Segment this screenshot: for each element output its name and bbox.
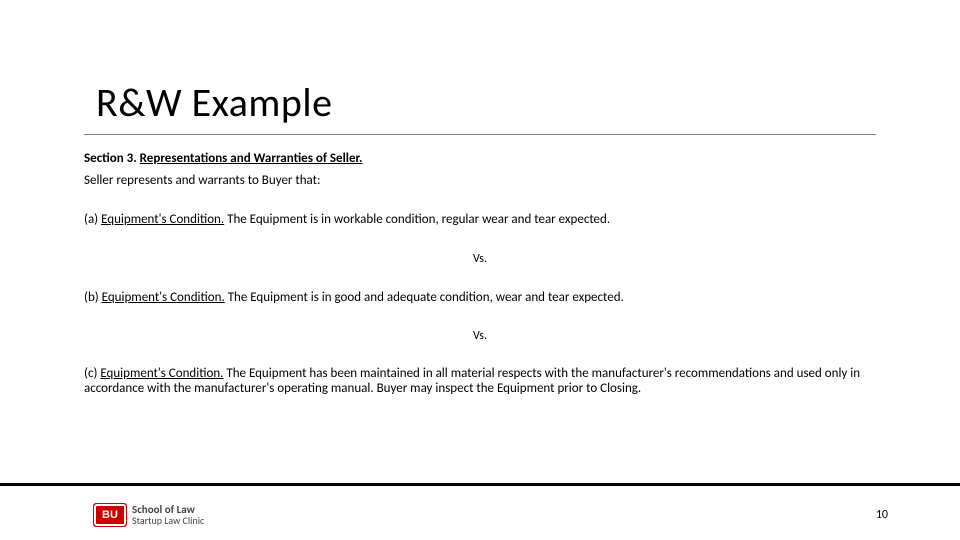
section-header: Section 3. Representations and Warrantie… (84, 150, 876, 168)
clause-a-text: The Equipment is in workable condition, … (224, 212, 610, 227)
section-label: Section 3. (84, 151, 137, 166)
clause-c-heading: Equipment's Condition. (100, 366, 223, 381)
footer-logo: BU School of Law Startup Law Clinic (96, 504, 204, 526)
page-number: 10 (876, 508, 888, 522)
clause-b: (b) Equipment's Condition. The Equipment… (84, 289, 876, 307)
body-content: Section 3. Representations and Warrantie… (84, 150, 876, 396)
clause-c-label: (c) (84, 366, 97, 381)
clause-a: (a) Equipment's Condition. The Equipment… (84, 211, 876, 229)
clause-a-label: (a) (84, 212, 98, 227)
logo-text: School of Law Startup Law Clinic (132, 504, 204, 526)
footer-rule (0, 483, 960, 486)
slide: R&W Example Section 3. Representations a… (0, 0, 960, 540)
vs-separator-1: Vs. (84, 251, 876, 267)
vs-separator-2: Vs. (84, 328, 876, 344)
title-underline (84, 134, 876, 135)
section-heading: Representations and Warranties of Seller… (140, 151, 363, 166)
clause-b-label: (b) (84, 290, 99, 305)
clause-b-text: The Equipment is in good and adequate co… (225, 290, 624, 305)
logo-line2: Startup Law Clinic (132, 516, 204, 527)
section-intro: Seller represents and warrants to Buyer … (84, 172, 876, 190)
bu-badge-icon: BU (96, 506, 124, 524)
slide-title: R&W Example (96, 78, 332, 127)
clause-c: (c) Equipment's Condition. The Equipment… (84, 367, 876, 397)
clause-a-heading: Equipment's Condition. (101, 212, 224, 227)
clause-b-heading: Equipment's Condition. (102, 290, 225, 305)
